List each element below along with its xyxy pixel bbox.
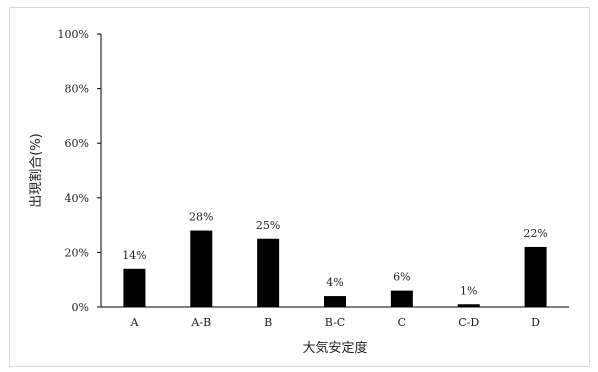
bar-D xyxy=(524,246,547,307)
y-tick-label: 40% xyxy=(65,192,89,205)
bars: 14% 28% 25% 4% 6% 1% 22% xyxy=(122,211,548,307)
x-tick-label-C: C xyxy=(398,316,406,329)
y-tick-label: 100% xyxy=(58,28,89,41)
bar-B-C xyxy=(324,296,346,307)
x-axis-title: 大気安定度 xyxy=(302,340,367,356)
x-tick-label-D: D xyxy=(531,316,540,329)
bar-C xyxy=(390,290,413,307)
data-label-A-B: 28% xyxy=(189,211,213,224)
x-tick-label-B: B xyxy=(264,316,272,329)
y-tick-label: 0% xyxy=(72,301,89,314)
data-label-C: 6% xyxy=(393,271,410,284)
y-tick-label: 20% xyxy=(65,246,89,259)
x-tick-label-C-D: C-D xyxy=(458,316,479,329)
data-label-C-D: 1% xyxy=(460,284,477,297)
x-axis-ticks: A A-B B B-C C C-D D xyxy=(129,316,540,329)
x-tick-label-B-C: B-C xyxy=(325,316,345,329)
data-label-D: 22% xyxy=(523,227,547,240)
y-axis-ticks: 0% 20% 40% 60% 80% 100% xyxy=(58,28,101,314)
y-axis-title: 出現割合(%) xyxy=(28,133,44,208)
x-tick-label-A: A xyxy=(129,316,139,329)
bar-B xyxy=(257,238,280,307)
bar-C-D xyxy=(457,304,480,307)
y-tick-label: 60% xyxy=(65,137,89,150)
x-tick-label-A-B: A-B xyxy=(190,316,211,329)
data-label-A: 14% xyxy=(122,249,146,262)
data-label-B: 25% xyxy=(256,219,280,232)
y-tick-label: 80% xyxy=(65,83,89,96)
data-label-B-C: 4% xyxy=(326,276,343,289)
bar-A xyxy=(123,268,146,307)
bar-A-B xyxy=(190,230,213,307)
